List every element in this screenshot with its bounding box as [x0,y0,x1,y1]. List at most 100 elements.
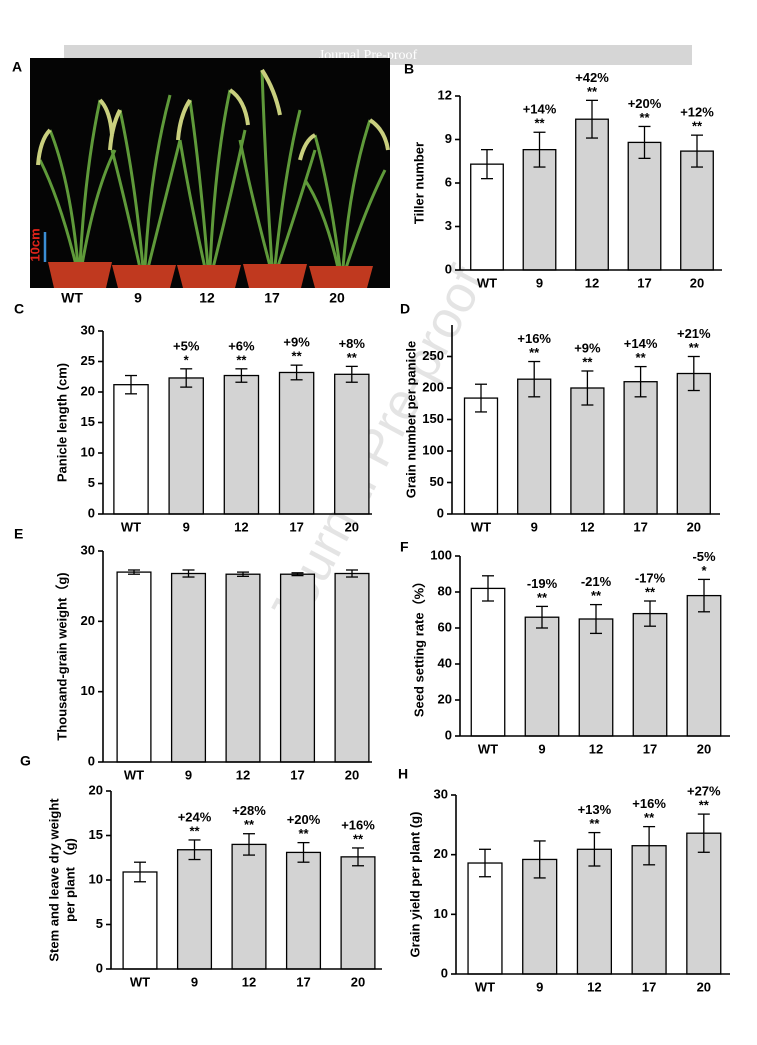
y-tick-label: 20 [434,846,448,861]
error-bar [352,847,364,867]
error-bar [479,848,491,878]
x-tick-label: 12 [585,275,599,290]
change-label: +16% [341,817,375,832]
bar [340,856,376,970]
significance: ** [589,816,600,831]
bar [170,572,207,763]
change-label: +9% [574,340,601,355]
error-bar [475,383,487,413]
error-bar [237,571,249,577]
x-tick-label: 20 [687,519,701,534]
x-tick-label: 12 [589,741,603,756]
y-tick-label: 5 [96,916,103,931]
x-tick-label: 9 [191,974,198,989]
y-tick-label: 20 [81,383,95,398]
x-tick-label: 9 [536,275,543,290]
bar [231,843,267,970]
change-label: -19% [527,576,558,591]
y-axis-label: Seed setting rate（%） [411,575,426,717]
y-axis-label: Grain number per panicle [403,341,418,499]
y-tick-label: 20 [438,691,452,706]
error-bar [644,600,656,627]
error-bar [533,840,546,879]
x-tick-label: 12 [580,519,594,534]
significance: * [701,563,707,578]
y-tick-label: 3 [445,218,452,233]
significance: ** [534,116,545,131]
error-bar [643,825,656,866]
panel-label: F [400,539,409,555]
y-tick-label: 9 [445,131,452,146]
x-tick-label: 20 [697,741,711,756]
bar [470,163,504,271]
bar [122,871,158,970]
y-tick-label: 30 [81,322,95,337]
bar [334,572,370,763]
y-tick-label: 200 [422,379,444,394]
change-label: -21% [581,574,612,589]
error-bar [291,572,304,577]
error-bar [128,569,140,575]
significance: ** [298,826,309,841]
change-label: +9% [283,335,310,350]
change-label: -17% [635,570,666,585]
panel-label: G [20,753,31,769]
change-label: -5% [692,549,716,564]
y-tick-label: 25 [81,353,95,368]
bar [686,832,722,975]
photo-label: 12 [199,290,215,306]
y-axis-label: Thousand-grain weight（g) [54,572,69,740]
change-label: +13% [578,802,612,817]
bar [116,571,152,763]
photo-label: 20 [329,290,345,306]
significance: ** [689,340,700,355]
change-label: +16% [632,796,666,811]
y-tick-label: 15 [81,414,95,429]
error-bar [581,370,594,406]
significance: ** [529,345,540,360]
pots [48,262,373,288]
y-tick-label: 30 [434,786,448,801]
y-tick-label: 100 [422,442,444,457]
x-tick-label: 12 [242,974,256,989]
error-bar [691,134,703,168]
error-bar [482,575,494,602]
x-tick-label: WT [130,974,150,989]
photo-labels: WT 9 12 17 20 [61,290,345,306]
y-tick-label: 10 [89,871,103,886]
panel-label: E [14,526,23,542]
photo-label: WT [61,290,83,306]
error-bar [125,374,137,395]
error-bar [590,603,602,635]
change-label: +16% [517,331,551,346]
x-tick-label: 17 [637,275,651,290]
error-bar [536,605,548,629]
x-tick-label: 9 [536,979,543,994]
panel-label: B [404,61,414,77]
bar [632,612,668,737]
y-axis-label: Panicle length (cm) [54,363,69,482]
error-bar [588,831,601,867]
y-tick-label: 30 [81,542,95,557]
y-tick-label: 0 [445,261,452,276]
y-tick-label: 0 [445,727,452,742]
x-tick-label: 20 [351,974,365,989]
x-tick-label: WT [478,741,498,756]
error-bar [182,569,195,578]
chart: E Thousand-grain weight（g) WT 9 12 17 20 0 10 20 3… [14,526,372,782]
significance: ** [699,798,710,813]
error-bar [698,578,710,613]
y-tick-label: 10 [434,906,448,921]
change-label: +28% [232,803,266,818]
change-label: +5% [173,338,200,353]
bar [578,618,614,737]
y-axis-label: per plant （g) [62,838,77,922]
x-tick-label: 9 [538,741,545,756]
y-tick-label: 100 [430,547,452,562]
error-bar [345,365,358,383]
bar [686,594,722,737]
x-tick-label: 17 [633,519,647,534]
